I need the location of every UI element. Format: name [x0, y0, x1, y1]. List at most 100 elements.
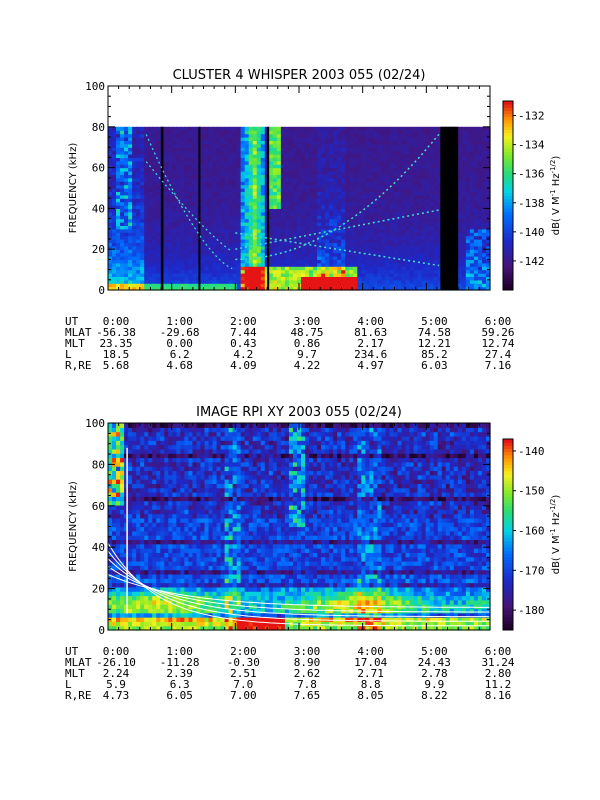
spectrogram-cell	[164, 259, 169, 264]
spectrogram-cell	[429, 218, 435, 223]
spectrogram-cell	[365, 147, 370, 152]
spectrogram-cell	[156, 198, 161, 203]
spectrogram-cell	[252, 157, 258, 162]
spectrogram-cell	[425, 154, 431, 158]
spectrogram-cell	[305, 215, 310, 220]
spectrogram-cell	[224, 140, 230, 145]
spectrogram-cell	[321, 283, 326, 288]
spectrogram-cell	[128, 286, 133, 291]
spectrogram-cell	[268, 133, 274, 138]
spectrogram-cell	[353, 222, 358, 226]
spectrogram-cell	[325, 160, 330, 165]
spectrogram-cell	[481, 143, 487, 148]
spectrogram-cell	[280, 126, 286, 131]
colorbar-swatch	[503, 173, 513, 178]
spectrogram-cell	[208, 225, 214, 230]
spectrogram-cell	[365, 174, 370, 179]
spectrogram-cell	[252, 137, 258, 141]
spectrogram-cell	[461, 154, 467, 158]
spectrogram-cell	[128, 130, 133, 135]
spectrogram-cell	[365, 208, 370, 213]
spectrogram-cell	[148, 140, 153, 145]
spectrogram-cell	[168, 228, 173, 233]
spectrogram-cell	[317, 245, 322, 250]
spectrogram-cell	[381, 171, 387, 175]
spectrogram-cell	[192, 222, 198, 226]
spectrogram-cell	[349, 211, 354, 216]
spectrogram-cell	[373, 211, 379, 216]
spectrogram-cell	[284, 269, 290, 274]
spectrogram-cell	[236, 160, 242, 165]
spectrogram-cell	[305, 147, 310, 152]
spectrogram-cell	[180, 147, 185, 152]
spectrogram-cell	[357, 269, 362, 274]
spectrogram-cell	[321, 222, 326, 226]
spectrogram-cell	[341, 174, 346, 179]
spectrogram-cell	[292, 191, 298, 196]
spectrogram-cell	[457, 133, 463, 138]
spectrogram-cell	[337, 205, 342, 209]
spectrogram-cell	[164, 266, 169, 271]
spectrogram-cell	[321, 191, 326, 196]
spectrogram-cell	[389, 164, 395, 169]
spectrogram-cell	[176, 157, 181, 162]
spectrogram-cell	[168, 188, 173, 192]
spectrogram-cell	[276, 242, 282, 247]
spectrogram-cell	[248, 249, 254, 254]
spectrogram-cell	[148, 188, 153, 192]
spectrogram-cell	[469, 150, 475, 155]
spectrogram-cell	[244, 269, 250, 274]
spectrogram-cell	[204, 181, 210, 186]
spectrogram-cell	[224, 215, 230, 220]
spectrogram-cell	[224, 164, 230, 169]
spectrogram-cell	[381, 279, 387, 284]
spectrogram-cell	[341, 191, 346, 196]
spectrogram-cell	[361, 177, 366, 182]
spectrogram-cell	[457, 283, 463, 288]
spectrogram-cell	[288, 133, 294, 138]
spectrogram-cell	[357, 130, 362, 135]
spectrogram-cell	[477, 201, 483, 206]
spectrogram-cell	[309, 154, 314, 158]
spectrogram-cell	[116, 276, 121, 281]
spectrogram-cell	[317, 256, 322, 260]
spectrogram-cell	[437, 228, 443, 233]
spectrogram-cell	[248, 208, 254, 213]
spectrogram-cell	[248, 177, 254, 182]
spectrogram-cell	[108, 143, 113, 148]
spectrogram-cell	[461, 160, 467, 165]
spectrogram-cell	[140, 266, 145, 271]
ephemeris-value: 85.2	[421, 348, 448, 361]
spectrogram-cell	[473, 245, 479, 250]
spectrogram-cell	[168, 245, 173, 250]
spectrogram-cell	[116, 435, 121, 441]
spectrogram-cell	[465, 222, 471, 226]
spectrogram-cell	[192, 137, 198, 141]
spectrogram-cell	[401, 126, 407, 131]
spectrogram-cell	[345, 252, 350, 257]
spectrogram-cell	[120, 242, 125, 247]
spectrogram-cell	[309, 167, 314, 172]
spectrogram-cell	[353, 181, 358, 186]
spectrogram-cell	[284, 198, 290, 203]
colorbar-swatch	[503, 141, 513, 146]
spectrogram-cell	[317, 174, 322, 179]
spectrogram-cell	[381, 137, 387, 141]
spectrogram-cell	[361, 157, 366, 162]
spectrogram-cell	[296, 198, 302, 203]
spectrogram-cell	[321, 184, 326, 189]
spectrogram-cell	[208, 201, 214, 206]
spectrogram-cell	[377, 276, 383, 281]
spectrogram-cell	[461, 225, 467, 230]
spectrogram-cell	[433, 235, 439, 240]
spectrogram-cell	[192, 150, 198, 155]
spectrogram-cell	[264, 137, 270, 141]
spectrogram-cell	[276, 249, 282, 254]
spectrogram-cell	[220, 269, 226, 274]
spectrogram-cell	[180, 242, 185, 247]
spectrogram-cell	[461, 167, 467, 172]
spectrogram-cell	[176, 273, 181, 277]
spectrogram-cell	[264, 269, 270, 274]
spectrogram-cell	[417, 154, 423, 158]
spectrogram-cell	[425, 184, 431, 189]
